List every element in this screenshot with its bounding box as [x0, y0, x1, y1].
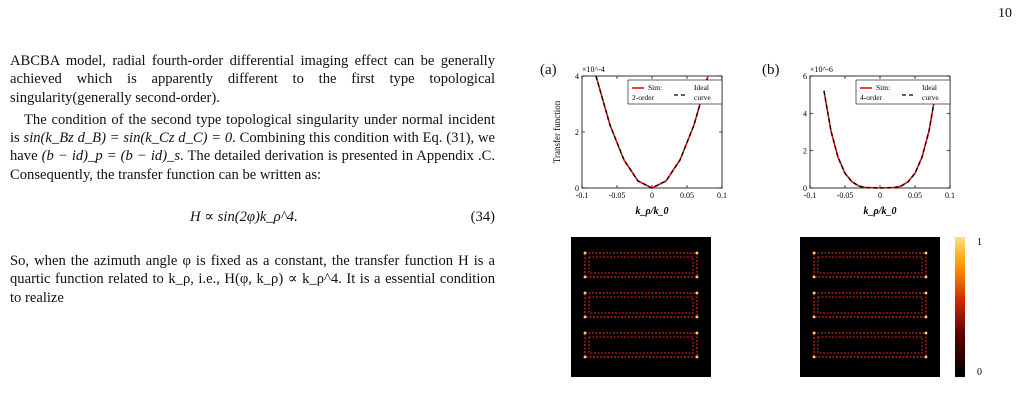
corner-highlight [695, 291, 699, 295]
edge-outline-outer [584, 292, 698, 318]
corner-highlight [583, 355, 587, 359]
x-tick-label: 0.05 [908, 191, 922, 200]
x-tick-label: -0.05 [609, 191, 626, 200]
paragraph-2-part-a: The condition of the second type topolog… [10, 111, 495, 147]
corner-highlight [924, 291, 928, 295]
y-tick-label: 4 [803, 109, 807, 118]
y-tick-label: 2 [803, 147, 807, 156]
y-tick-label: 0 [803, 184, 807, 193]
equation-body: H ∝ sin(2φ)k_ρ^4. [190, 209, 298, 226]
panel-a-label: (a) [540, 62, 557, 78]
chart-a: ×10^-4 -0.1 -0.05 0 0.05 0.1 0 2 4 k_ρ/k_0 Transfe… [552, 65, 727, 217]
paragraph-2: The condition of the second type topolog… [10, 111, 495, 184]
axis-scale-label: ×10^-6 [810, 65, 833, 74]
y-tick-label: 4 [575, 72, 579, 81]
paragraph-2-part-c: . The detailed derivation is presented i… [10, 148, 495, 183]
x-tick-label: 0.05 [680, 191, 694, 200]
corner-highlight [924, 251, 928, 255]
legend-box [855, 79, 951, 105]
corner-highlight [583, 291, 587, 295]
x-axis-label: k_ρ/k_0 [864, 206, 897, 217]
equation-number: (34) [470, 209, 495, 226]
equation-34: H ∝ sin(2φ)k_ρ^4. (34) [10, 196, 495, 242]
corner-highlight [924, 331, 928, 335]
edge-outline-inner [817, 296, 923, 314]
series-line-sim [823, 90, 937, 189]
image-background [571, 237, 711, 377]
corner-highlight [812, 275, 816, 279]
paragraph-3: So, when the azimuth angle φ is fixed as… [10, 253, 495, 306]
legend-label-sim-order: 4-order [860, 93, 883, 102]
paragraph-1: ABCBA model, radial fourth-order differe… [10, 53, 495, 106]
panel-b-label: (b) [762, 62, 780, 78]
colorbar: 1 0 [955, 237, 982, 378]
simulated-edge-image-a [571, 237, 711, 377]
corner-highlight [812, 251, 816, 255]
edge-outline-inner [588, 256, 694, 274]
x-tick-label: -0.05 [837, 191, 854, 200]
edge-outline-inner [588, 296, 694, 314]
edge-outline-inner [588, 336, 694, 354]
corner-highlight [583, 331, 587, 335]
legend-label-sim: Sim: [648, 83, 662, 92]
corner-highlight [695, 355, 699, 359]
y-tick-label: 2 [575, 128, 579, 137]
x-tick-label: 0.1 [717, 191, 727, 200]
y-tick-label: 0 [575, 184, 579, 193]
x-tick-label: 0.1 [945, 191, 955, 200]
series-line-ideal [595, 75, 709, 189]
edge-outline-outer [584, 332, 698, 358]
colorbar-gradient [955, 237, 965, 377]
x-tick-label: 0 [878, 191, 882, 200]
corner-highlight [695, 315, 699, 319]
x-axis-label: k_ρ/k_0 [636, 206, 669, 217]
chart-b: ×10^-6 -0.1 -0.05 0 0.05 0.1 0 2 4 6 k_ρ/k_0 Sim:4-… [803, 65, 955, 217]
body-text-column: ABCBA model, radial fourth-order differe… [10, 52, 495, 307]
legend-label-ideal-curve: curve [922, 93, 939, 102]
y-tick-label: 6 [803, 72, 807, 81]
legend-label-sim: Sim: [876, 83, 890, 92]
colorbar-max-label: 1 [977, 237, 982, 248]
edge-outline-outer [584, 252, 698, 278]
colorbar-min-label: 0 [977, 367, 982, 378]
legend-label-ideal: Ideal [694, 83, 709, 92]
corner-highlight [812, 331, 816, 335]
edge-outline-outer [813, 292, 927, 318]
legend-label-sim-order: 2-order [632, 93, 655, 102]
page-number: 10 [998, 6, 1012, 21]
legend-box [627, 79, 723, 105]
corner-highlight [812, 315, 816, 319]
corner-highlight [583, 251, 587, 255]
legend-label-ideal-curve: curve [694, 93, 711, 102]
paragraph-2-part-b: . Combining this condition with Eq. (31)… [10, 130, 495, 165]
x-tick-label: -0.1 [804, 191, 817, 200]
corner-highlight [695, 275, 699, 279]
corner-highlight [812, 355, 816, 359]
corner-highlight [812, 291, 816, 295]
corner-highlight [583, 275, 587, 279]
corner-highlight [695, 251, 699, 255]
legend-label-ideal: Ideal [922, 83, 937, 92]
edge-outline-outer [813, 332, 927, 358]
corner-highlight [924, 355, 928, 359]
edge-outline-inner [817, 256, 923, 274]
polarization-relation: (b − id)_p = (b − id)_s [41, 148, 181, 165]
corner-highlight [924, 315, 928, 319]
edge-outline-outer [813, 252, 927, 278]
simulated-edge-image-b [800, 237, 940, 377]
corner-highlight [583, 315, 587, 319]
singularity-condition: sin(k_Bz d_B) = sin(k_Cz d_C) = 0 [23, 130, 233, 147]
x-tick-label: 0 [650, 191, 654, 200]
edge-outline-inner [817, 336, 923, 354]
corner-highlight [695, 331, 699, 335]
image-background [800, 237, 940, 377]
corner-highlight [924, 275, 928, 279]
series-line-ideal [823, 90, 937, 189]
axis-scale-label: ×10^-4 [582, 65, 605, 74]
x-tick-label: -0.1 [576, 191, 589, 200]
y-axis-label: Transfer function [552, 100, 562, 163]
